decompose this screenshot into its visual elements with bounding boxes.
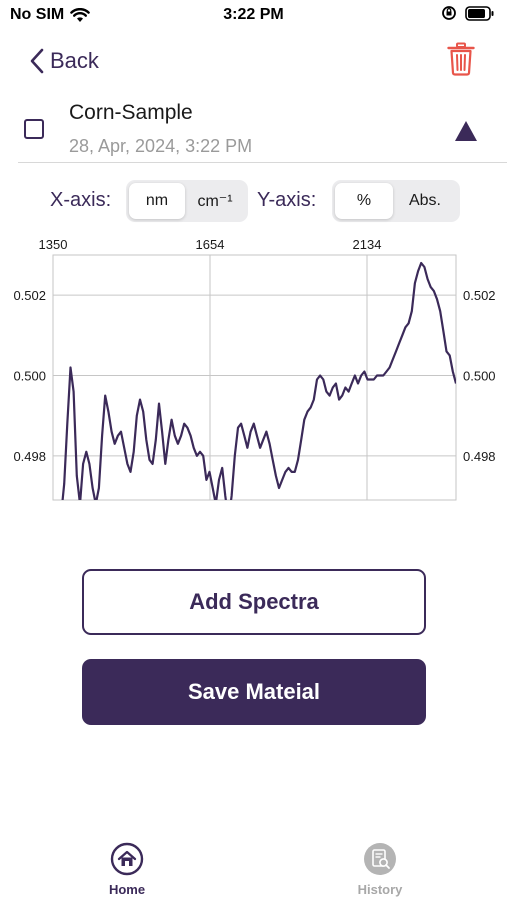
chevron-left-icon: [30, 48, 44, 74]
y-tick-label-left: 0.498: [13, 449, 46, 464]
status-bar: No SIM 3:22 PM: [0, 0, 507, 32]
triangle-up-icon[interactable]: [454, 120, 478, 142]
tab-history-label: History: [357, 882, 403, 897]
x-axis-option-cm-1[interactable]: cm⁻¹: [197, 193, 233, 210]
tab-bar: Home History: [0, 836, 507, 900]
home-icon: [110, 842, 144, 876]
status-time: 3:22 PM: [223, 6, 284, 23]
y-axis-label: Y-axis:: [257, 189, 317, 211]
add-spectra-button[interactable]: Add Spectra: [82, 569, 426, 635]
x-axis-label: X-axis:: [50, 189, 112, 211]
top-tick-label: 1654: [196, 237, 225, 252]
status-icons: [441, 5, 495, 21]
carrier: No SIM: [10, 6, 91, 24]
plot-frame: [52, 254, 457, 501]
back-label: Back: [50, 48, 99, 73]
axis-controls: X-axis: nm cm⁻¹ Y-axis: % Abs.: [0, 178, 507, 224]
wifi-icon: [70, 7, 91, 22]
battery-icon: [465, 5, 494, 21]
back-button[interactable]: Back: [30, 48, 99, 74]
delete-button[interactable]: [447, 42, 475, 81]
x-axis-option-nm[interactable]: nm: [129, 183, 185, 219]
sample-row[interactable]: Corn-Sample 28, Apr, 2024, 3:22 PM: [0, 92, 507, 164]
divider: [18, 162, 507, 163]
y-axis-segmented-control[interactable]: % Abs.: [332, 180, 460, 222]
sample-date: 28, Apr, 2024, 3:22 PM: [69, 136, 253, 156]
trash-icon: [447, 42, 475, 76]
y-tick-label-right: 0.498: [463, 449, 496, 464]
y-tick-label-right: 0.500: [463, 368, 496, 383]
sample-checkbox[interactable]: [24, 119, 44, 139]
top-tick-label: 2134: [353, 237, 382, 252]
history-icon: [364, 843, 396, 875]
spectrum-chart[interactable]: 1350 1654 2134 0.502 0.500 0.498 0.502 0.50…: [0, 232, 507, 504]
y-tick-label-left: 0.502: [13, 288, 46, 303]
save-material-button[interactable]: Save Mateial: [82, 659, 426, 725]
orientation-lock-icon: [442, 6, 456, 20]
carrier-label: No SIM: [10, 6, 65, 23]
x-axis-segmented-control[interactable]: nm cm⁻¹: [126, 180, 248, 222]
y-tick-label-right: 0.502: [463, 288, 496, 303]
spectrum-line: [61, 261, 456, 500]
y-tick-label-left: 0.500: [13, 368, 46, 383]
sample-name: Corn-Sample: [69, 101, 193, 124]
y-axis-option-percent[interactable]: %: [335, 183, 393, 219]
tab-history[interactable]: History: [335, 842, 425, 897]
tab-home[interactable]: Home: [82, 842, 172, 897]
top-tick-label: 1350: [39, 237, 68, 252]
y-axis-option-abs[interactable]: Abs.: [408, 192, 441, 209]
nav-bar: Back: [0, 40, 507, 84]
tab-home-label: Home: [108, 882, 146, 897]
